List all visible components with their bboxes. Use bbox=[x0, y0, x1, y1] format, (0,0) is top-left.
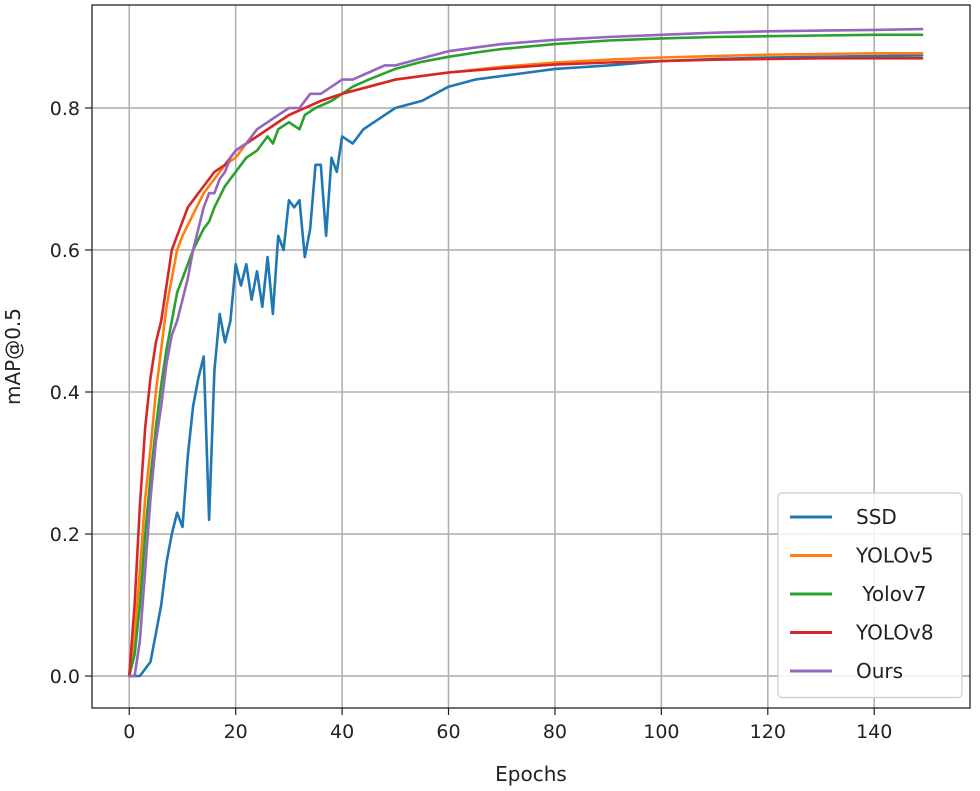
legend-label-yolov5: YOLOv5 bbox=[855, 544, 934, 568]
x-tick-label: 20 bbox=[224, 721, 248, 743]
series-line-ours bbox=[127, 27, 924, 678]
legend: SSD YOLOv5 Yolov7 YOLOv8 Ours bbox=[777, 492, 963, 699]
x-tick-label: 120 bbox=[750, 721, 786, 743]
series-line-yolov7 bbox=[127, 33, 924, 678]
legend-label-yolov7: Yolov7 bbox=[856, 582, 927, 606]
y-axis-title: mAP@0.5 bbox=[1, 308, 25, 405]
y-tick-label: 0.4 bbox=[50, 382, 80, 404]
x-tick-label: 140 bbox=[856, 721, 892, 743]
legend-label-ours: Ours bbox=[856, 659, 903, 683]
series-line-yolov8 bbox=[127, 57, 924, 678]
legend-label-yolov8: YOLOv8 bbox=[855, 621, 934, 645]
y-tick-label: 0.8 bbox=[50, 98, 80, 120]
series-line-ssd bbox=[127, 54, 924, 678]
x-tick-label: 80 bbox=[543, 721, 567, 743]
y-tick-label: 0.6 bbox=[50, 240, 80, 262]
x-tick-label: 100 bbox=[643, 721, 679, 743]
legend-box bbox=[777, 492, 963, 699]
y-tick-label: 0.0 bbox=[50, 666, 80, 688]
axis-ticks: 0 20 40 60 80 100 120 140 0.0 0.2 0.4 0.6 0.8 bbox=[50, 98, 893, 743]
x-tick-label: 40 bbox=[330, 721, 354, 743]
x-axis-title: Epochs bbox=[495, 762, 567, 786]
x-tick-label: 60 bbox=[436, 721, 460, 743]
x-tick-label: 0 bbox=[123, 721, 135, 743]
legend-label-ssd: SSD bbox=[856, 505, 897, 529]
y-tick-label: 0.2 bbox=[50, 524, 80, 546]
series-layer bbox=[127, 27, 924, 678]
plot-frame bbox=[91, 4, 971, 709]
